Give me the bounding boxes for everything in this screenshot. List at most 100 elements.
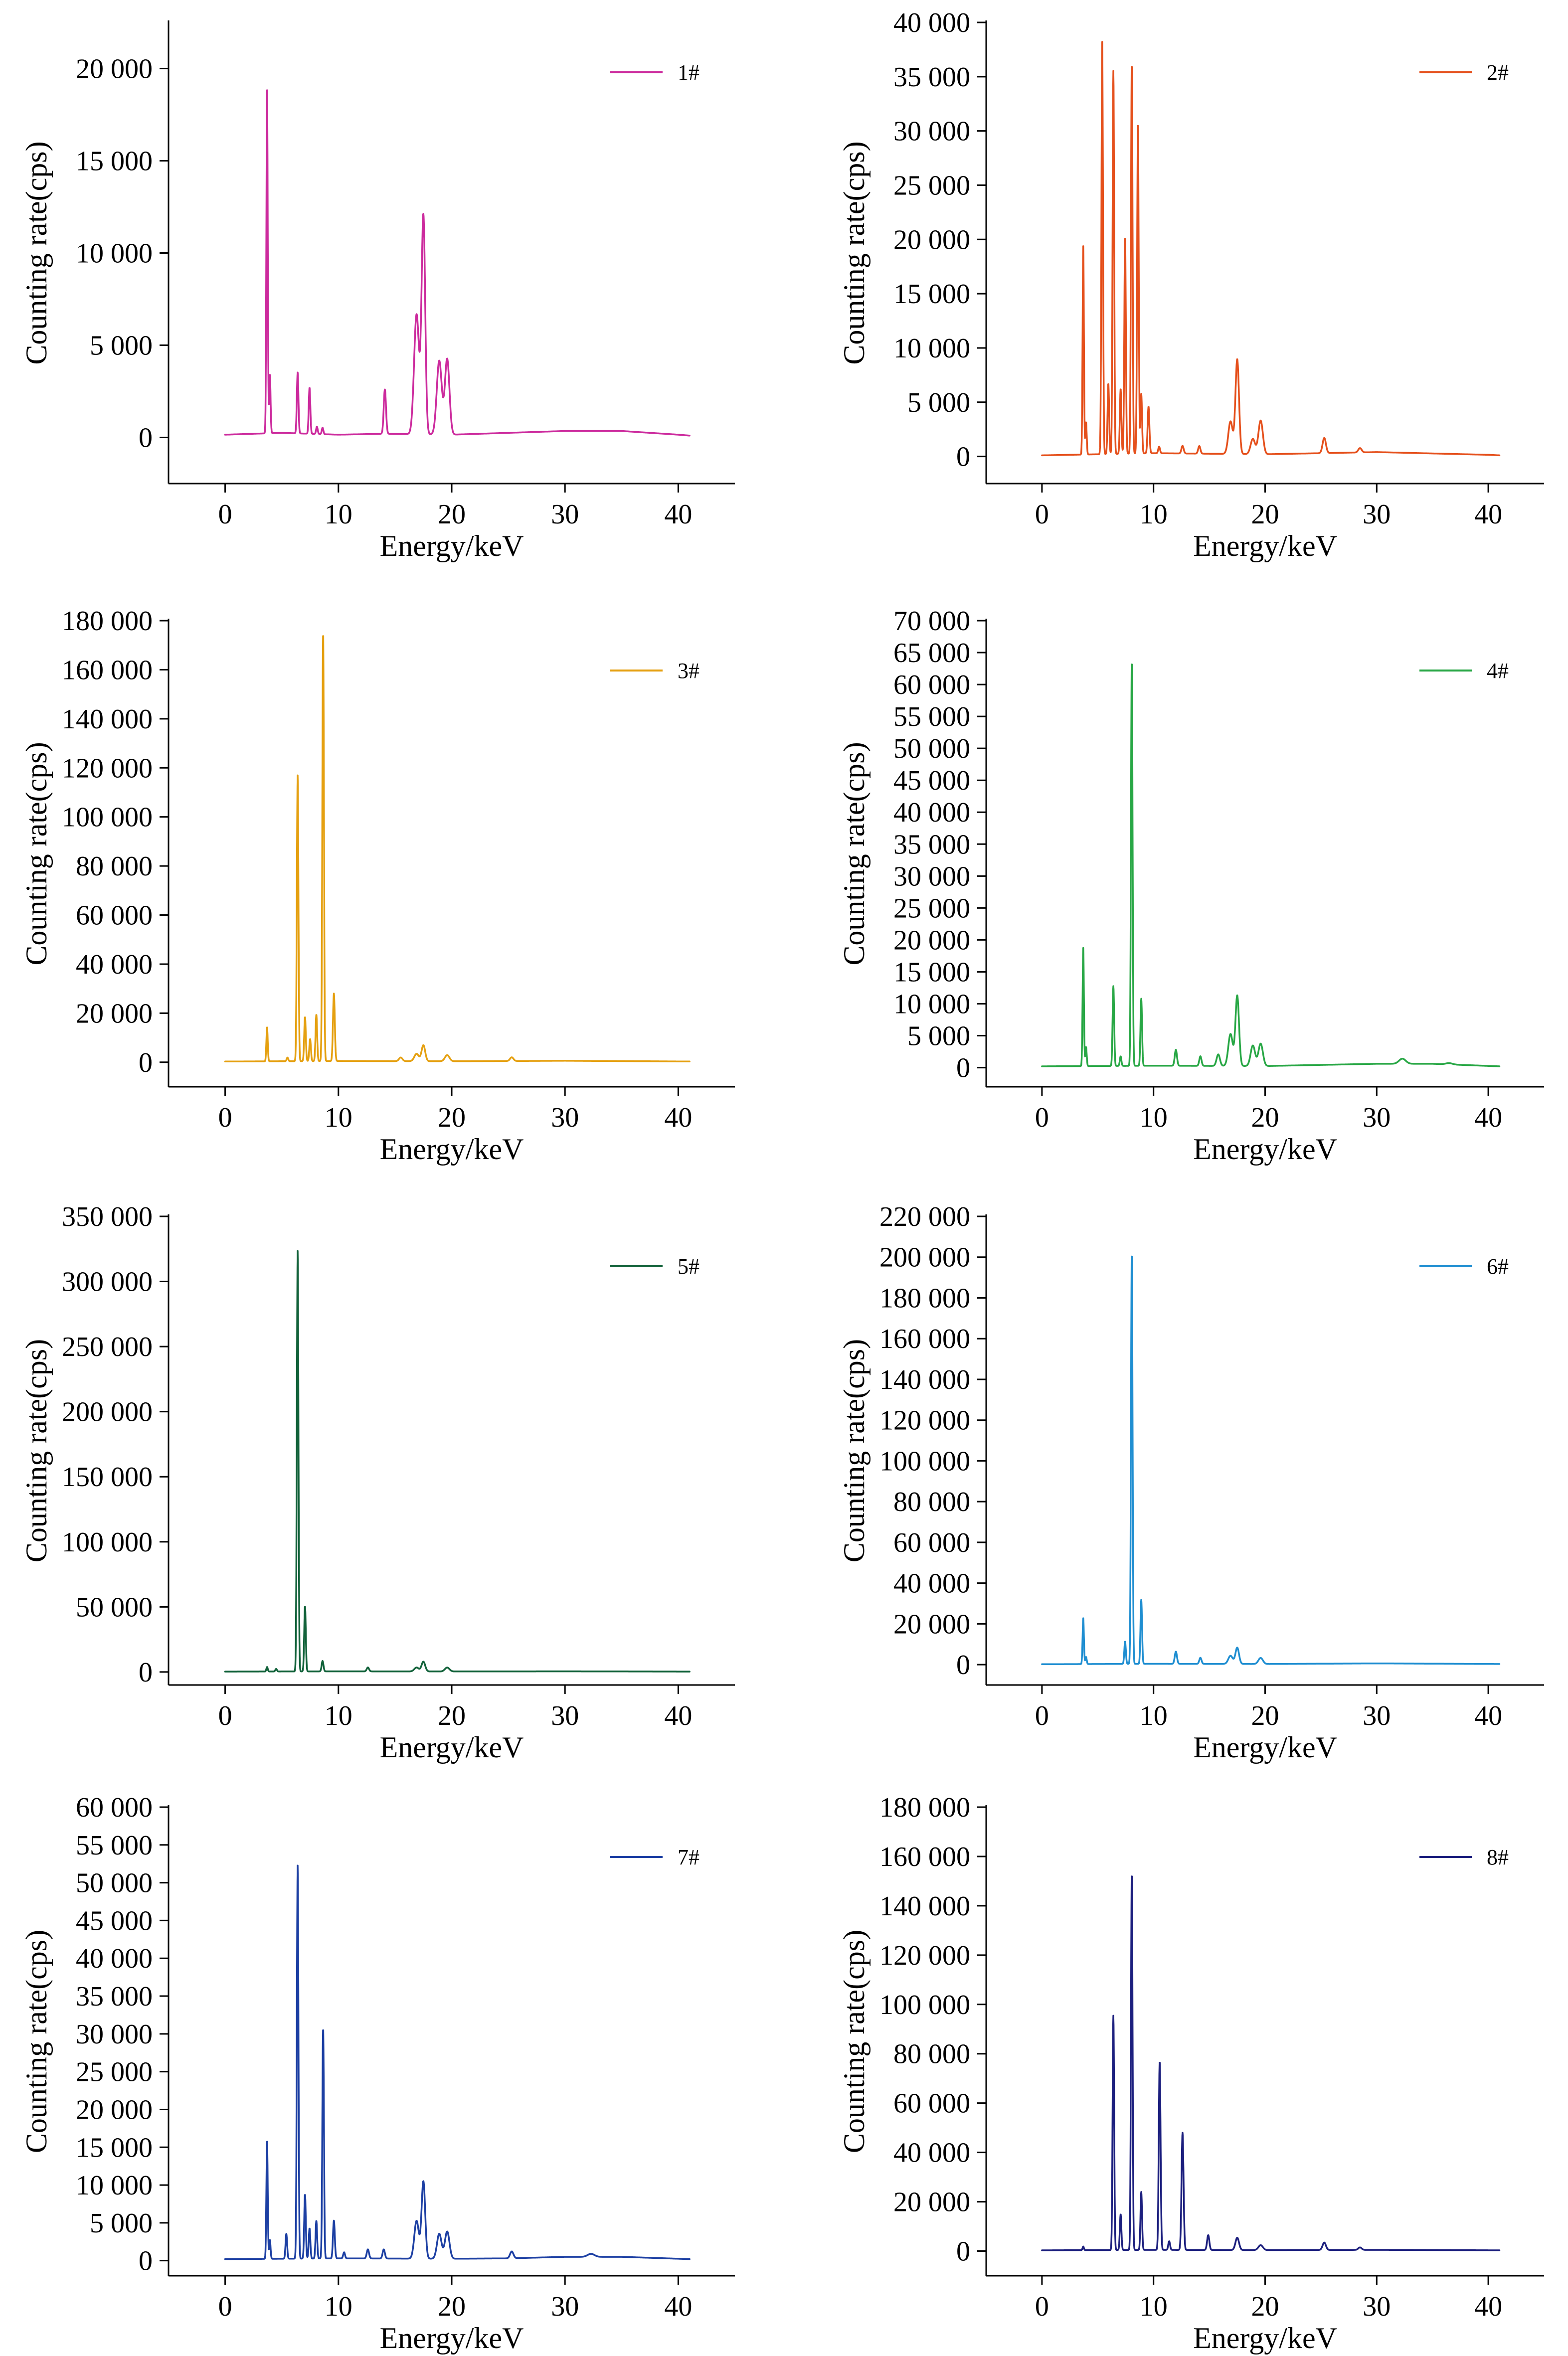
y-tick-label: 20 000: [76, 998, 153, 1029]
legend-label: 8#: [1487, 1845, 1509, 1869]
y-tick-label: 10 000: [893, 333, 970, 364]
y-tick-label: 65 000: [893, 638, 970, 669]
legend-label: 7#: [678, 1845, 699, 1869]
y-tick-label: 20 000: [893, 224, 970, 255]
y-tick-label: 15 000: [893, 279, 970, 310]
y-axis-label: Counting rate(cps): [20, 1339, 53, 1562]
y-tick-label: 100 000: [62, 1527, 153, 1558]
x-tick-label: 0: [218, 1102, 232, 1133]
series-line-4#: [1041, 664, 1501, 1067]
y-tick-label: 40 000: [893, 2138, 970, 2169]
y-tick-label: 0: [956, 1053, 970, 1084]
y-tick-label: 150 000: [62, 1462, 153, 1493]
x-tick-label: 30: [551, 1102, 579, 1133]
y-tick-label: 5 000: [90, 2208, 153, 2239]
x-tick-label: 40: [664, 499, 692, 530]
x-axis-label: Energy/keV: [1193, 2322, 1337, 2355]
y-tick-label: 5 000: [90, 331, 153, 361]
x-tick-label: 20: [1251, 499, 1279, 530]
x-tick-label: 40: [1474, 1102, 1502, 1133]
y-tick-label: 50 000: [76, 1868, 153, 1899]
y-tick-label: 35 000: [76, 1981, 153, 2012]
y-tick-label: 0: [956, 2236, 970, 2267]
y-tick-label: 20 000: [893, 925, 970, 956]
x-tick-label: 40: [1474, 1700, 1502, 1731]
x-tick-label: 0: [1035, 499, 1049, 530]
legend-label: 6#: [1487, 1254, 1509, 1279]
chart-panel-5: 0 50 000 100 000 150 000 200 000 250 000 300 0…: [20, 1201, 735, 1764]
x-axis-label: Energy/keV: [380, 2322, 524, 2355]
y-tick-label: 100 000: [879, 1446, 970, 1477]
y-tick-label: 40 000: [893, 7, 970, 38]
y-tick-label: 70 000: [893, 606, 970, 637]
x-tick-label: 10: [325, 1700, 352, 1731]
x-tick-label: 0: [218, 2291, 232, 2322]
y-tick-label: 5 000: [907, 387, 970, 418]
y-tick-label: 120 000: [62, 753, 153, 784]
y-tick-label: 20 000: [76, 2094, 153, 2125]
y-tick-label: 120 000: [879, 1940, 970, 1971]
y-tick-label: 30 000: [893, 861, 970, 892]
series-line-3#: [224, 635, 691, 1063]
y-tick-label: 140 000: [62, 704, 153, 735]
y-axis-label: Counting rate(cps): [838, 742, 871, 965]
y-tick-label: 100 000: [62, 802, 153, 833]
y-tick-label: 0: [956, 1650, 970, 1681]
y-tick-label: 55 000: [893, 701, 970, 732]
y-tick-label: 35 000: [893, 829, 970, 860]
y-tick-label: 20 000: [893, 1609, 970, 1640]
x-tick-label: 20: [1251, 2291, 1279, 2322]
x-tick-label: 10: [1140, 2291, 1168, 2322]
y-tick-label: 200 000: [62, 1397, 153, 1428]
x-tick-label: 10: [1140, 1700, 1168, 1731]
y-tick-label: 25 000: [893, 893, 970, 924]
x-tick-label: 30: [1363, 499, 1391, 530]
y-tick-label: 60 000: [76, 1792, 153, 1823]
x-tick-label: 10: [1140, 499, 1168, 530]
y-tick-label: 0: [139, 1047, 153, 1078]
series-line-1#: [224, 89, 691, 437]
x-tick-label: 0: [1035, 1700, 1049, 1731]
x-tick-label: 30: [1363, 2291, 1391, 2322]
chart-panel-1: 0 5 000 10 000 15 000 20 000 0 10 20 30 40 Energy/…: [20, 20, 735, 562]
x-tick-label: 20: [1251, 1700, 1279, 1731]
y-tick-label: 25 000: [893, 170, 970, 201]
legend-label: 1#: [678, 60, 699, 85]
x-axis-label: Energy/keV: [380, 1133, 524, 1166]
x-tick-label: 10: [325, 2291, 352, 2322]
x-axis-label: Energy/keV: [1193, 529, 1337, 562]
y-tick-label: 20 000: [893, 2187, 970, 2218]
y-tick-label: 40 000: [893, 1568, 970, 1599]
x-tick-label: 0: [1035, 2291, 1049, 2322]
x-tick-label: 0: [218, 499, 232, 530]
y-tick-label: 10 000: [76, 2170, 153, 2201]
y-tick-label: 80 000: [76, 851, 153, 882]
y-tick-label: 50 000: [76, 1592, 153, 1623]
y-tick-label: 180 000: [879, 1283, 970, 1314]
x-tick-label: 20: [438, 2291, 466, 2322]
y-tick-label: 40 000: [76, 1943, 153, 1974]
y-tick-label: 60 000: [893, 670, 970, 700]
x-tick-label: 30: [551, 2291, 579, 2322]
y-tick-label: 180 000: [879, 1792, 970, 1823]
y-tick-label: 60 000: [893, 2088, 970, 2119]
x-axis-label: Energy/keV: [1193, 1133, 1337, 1166]
x-tick-label: 20: [438, 1102, 466, 1133]
series-line-6#: [1041, 1255, 1501, 1666]
y-tick-label: 15 000: [893, 957, 970, 988]
y-tick-label: 160 000: [879, 1842, 970, 1872]
legend-label: 5#: [678, 1254, 699, 1279]
x-axis-label: Energy/keV: [380, 1731, 524, 1764]
y-tick-label: 35 000: [893, 62, 970, 93]
x-tick-label: 20: [438, 499, 466, 530]
y-tick-label: 50 000: [893, 733, 970, 764]
y-axis-label: Counting rate(cps): [20, 1930, 53, 2153]
y-tick-label: 15 000: [76, 2132, 153, 2163]
y-tick-label: 300 000: [62, 1267, 153, 1298]
y-tick-label: 0: [139, 1657, 153, 1688]
x-tick-label: 40: [1474, 499, 1502, 530]
x-tick-label: 40: [1474, 2291, 1502, 2322]
y-tick-label: 80 000: [893, 2039, 970, 2070]
chart-panel-7: 0 5 000 10 000 15 000 20 000 25 000 30 000 35 0…: [20, 1792, 735, 2355]
